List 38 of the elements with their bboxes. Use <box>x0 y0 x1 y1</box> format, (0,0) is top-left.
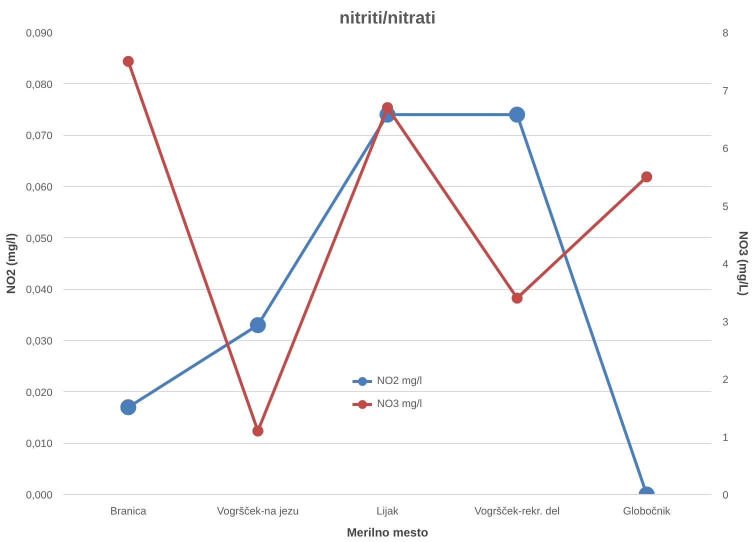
x-tick-label: Branica <box>110 506 146 518</box>
y2-tick-label: 5 <box>722 200 728 213</box>
x-tick-label: Lijak <box>376 506 400 518</box>
chart-title: nitriti/nitrati <box>339 8 436 28</box>
point <box>120 399 136 416</box>
y-tick-label: 0,050 <box>26 232 53 245</box>
y-tick-label: 0,080 <box>26 78 53 91</box>
y-tick-label: 0,060 <box>26 182 53 194</box>
y2-tick-label: 2 <box>722 374 728 386</box>
y-tick-label: 0,020 <box>26 386 53 399</box>
y-tick-label: 0,030 <box>26 336 53 348</box>
point <box>509 106 526 123</box>
x-tick-label: Vogršček-rekr. del <box>474 506 560 518</box>
y2-tick-label: 7 <box>722 85 728 98</box>
point <box>382 102 393 114</box>
point <box>250 317 266 334</box>
x-tick-label: Vogršček-na jezu <box>217 506 299 518</box>
x-tick-label: Globočnik <box>623 506 672 518</box>
y-tick-label: 0,090 <box>26 28 53 40</box>
y-tick-label: 0,000 <box>26 490 53 502</box>
point <box>252 425 264 436</box>
point <box>512 292 523 304</box>
legend-label: NO3 mg/l <box>376 398 422 410</box>
y-tick-label: 0,040 <box>26 284 53 296</box>
point <box>641 171 652 182</box>
point <box>122 56 134 67</box>
y-axis-title: NO2 (mg/l) <box>4 233 18 294</box>
y2-axis-title: NO3 (mg/L) <box>736 231 750 296</box>
y2-tick-label: 8 <box>722 28 728 40</box>
y2-tick-label: 4 <box>722 258 728 270</box>
x-axis-title: Merilno mesto <box>346 526 428 540</box>
y2-tick-label: 6 <box>722 143 728 155</box>
legend-label: NO2 mg/l <box>376 375 422 387</box>
y-tick-label: 0,070 <box>26 130 53 142</box>
y-tick-label: 0,010 <box>26 438 53 450</box>
y2-tick-label: 0 <box>722 490 728 502</box>
y2-tick-label: 1 <box>722 432 728 444</box>
y2-tick-label: 3 <box>722 316 728 328</box>
